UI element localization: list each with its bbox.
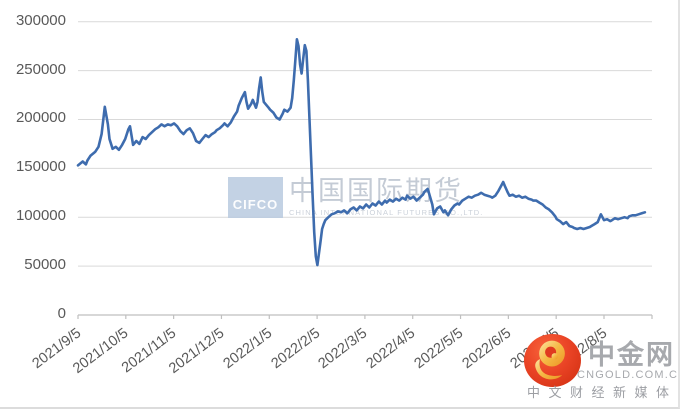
y-axis-tick-label: 200000	[15, 109, 66, 127]
cngold-logo-icon	[524, 334, 581, 387]
cngold-domain: CNGOLD.COM.CN	[577, 369, 680, 381]
y-axis-tick-label: 250000	[15, 60, 66, 78]
y-axis-tick-label: 150000	[15, 158, 66, 176]
y-axis-tick-label: 100000	[15, 207, 66, 225]
gold-swirl-icon	[535, 340, 565, 380]
y-axis-tick-label: 50000	[24, 256, 66, 274]
cngold-tagline: 中文财经新媒体	[527, 385, 678, 400]
y-axis-tick-label: 0	[57, 305, 66, 322]
watermark-subtitle-en: CHINA INTERNATIONAL FUTURES CO.,LTD.	[289, 208, 484, 218]
cngold-site-name: 中金网	[588, 340, 675, 370]
cifco-abbr: CIFCO	[232, 197, 279, 212]
cifco-logo-square: CIFCO	[228, 177, 283, 218]
y-axis-tick-label: 300000	[15, 11, 66, 29]
